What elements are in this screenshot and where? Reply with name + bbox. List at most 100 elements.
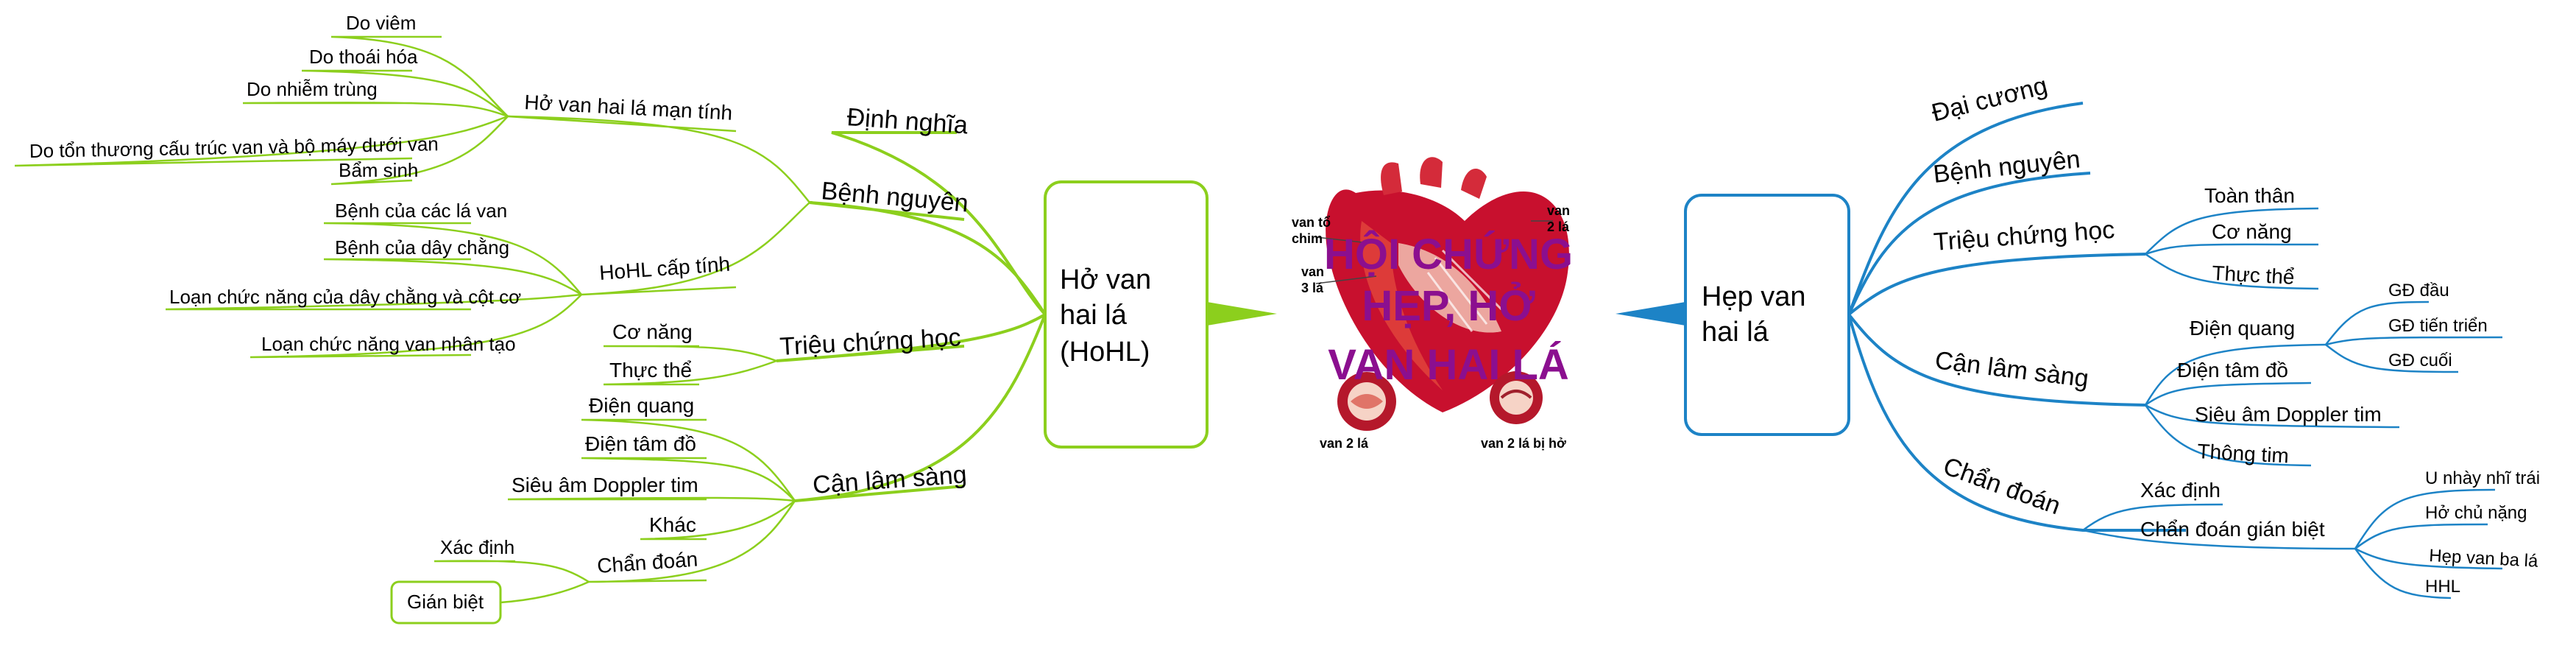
right-thuc-the[interactable]: Thực thể: [2212, 261, 2296, 289]
label-van-2-la-bi-ho: van 2 lá bị hở: [1481, 436, 1566, 451]
leaf-sieu-am-right: [2145, 404, 2400, 429]
right-labels: Đại cương Bệnh nguyên Triệu chứng học Cậ…: [1929, 71, 2540, 597]
heart-chordae: [1426, 249, 1503, 332]
right-co-nang[interactable]: Cơ năng: [2212, 220, 2292, 243]
left-gian-biet-box[interactable]: [390, 580, 502, 625]
branch-dai-cuong: [1847, 102, 2084, 315]
label-van-3-la-2: 3 lá: [1301, 281, 1324, 295]
left-khac[interactable]: Khác: [649, 513, 696, 536]
left-gian-biet[interactable]: Gián biệt: [407, 591, 484, 613]
left-benh-day-chang[interactable]: Bệnh của dây chằng: [335, 236, 509, 259]
right-root-node[interactable]: [1684, 194, 1850, 436]
leaf-gian-biet-left: [500, 580, 590, 604]
leaf-do-ton-thuong: [14, 115, 509, 167]
branch-gian-biet-right: [2082, 529, 2356, 550]
center-heart-image: van tổ chim van 3 lá van 2 lá van 2 lá v…: [1292, 157, 1570, 451]
right-root-line-2: hai lá: [1702, 317, 1769, 348]
valve-two-leaf-left-leaflets: [1351, 394, 1383, 409]
left-bam-sinh[interactable]: Bẩm sinh: [339, 159, 418, 181]
leaf-u-nhay: [2354, 488, 2496, 549]
left-do-viem[interactable]: Do viêm: [346, 12, 416, 34]
right-thong-tim[interactable]: Thông tim: [2197, 440, 2290, 467]
leaf-bam-sinh: [330, 116, 509, 186]
leaf-do-nhiem-trung: [242, 102, 509, 118]
left-trieu-chung[interactable]: Triệu chứng học: [779, 323, 961, 361]
leaf-sieu-am-left: [507, 496, 796, 502]
right-main-branches: [1847, 102, 2186, 532]
leaf-loan-day-chang: [165, 293, 582, 311]
right-dai-cuong[interactable]: Đại cương: [1929, 71, 2050, 127]
heart-highlight: [1360, 221, 1443, 390]
leaf-benh-la-van: [323, 222, 582, 295]
right-sieu-am[interactable]: Siêu âm Doppler tim: [2195, 403, 2382, 426]
leaf-toan-than: [2145, 207, 2319, 255]
left-loan-day-chang[interactable]: Loạn chức năng của dây chằng và cột cơ: [169, 286, 521, 308]
left-root-line-2: hai lá: [1060, 300, 1128, 331]
leaf-xac-dinh-right: [2082, 503, 2223, 532]
center-title-line-1: HỘI CHỨNG: [1324, 231, 1573, 278]
leaf-gd-dau: [2325, 300, 2430, 345]
right-gd-dau[interactable]: GĐ đầu: [2388, 281, 2449, 300]
left-xac-dinh[interactable]: Xác định: [440, 536, 514, 558]
leaf-thong-tim: [2144, 404, 2312, 467]
right-ho-chu[interactable]: Hở chủ nặng: [2425, 503, 2527, 523]
branch-can-lam-sang: [794, 314, 1047, 502]
right-sub-branches: [2082, 207, 2503, 600]
leaf-thuc-the-left: [603, 359, 777, 386]
center-title-line-2: HẸP, HỞ: [1362, 282, 1535, 330]
left-do-nhiem-trung[interactable]: Do nhiễm trùng: [247, 78, 378, 100]
branch-chan-doan-right: [1847, 314, 2186, 532]
branch-trieu-chung-right: [1847, 253, 2146, 316]
leaf-xac-dinh-left: [434, 560, 590, 583]
leaf-do-thoai-hoa: [301, 69, 509, 117]
leaf-thuc-the-right: [2145, 253, 2319, 290]
branch-cap-tinh: [581, 202, 810, 296]
leaf-gd-cuoi: [2325, 344, 2459, 373]
left-co-nang[interactable]: Cơ năng: [612, 320, 693, 343]
left-can-lam-sang[interactable]: Cận lâm sàng: [812, 460, 968, 499]
right-chan-doan-gian-biet[interactable]: Chẩn đoán gián biệt: [2140, 518, 2325, 541]
connector-to-right-root: [1616, 302, 1685, 326]
branch-dinh-nghia: [831, 131, 1047, 316]
left-dinh-nghia[interactable]: Định nghĩa: [846, 103, 969, 139]
right-toan-than[interactable]: Toàn thân: [2204, 184, 2295, 207]
left-cap-tinh[interactable]: HoHL cấp tính: [598, 253, 731, 284]
left-dien-tam-do[interactable]: Điện tâm đồ: [585, 432, 696, 455]
left-root-line-1: Hở van: [1060, 264, 1151, 295]
leaf-co-nang-right: [2145, 243, 2319, 256]
left-do-ton-thuong[interactable]: Do tổn thương cấu trúc van và bộ máy dướ…: [29, 133, 439, 162]
left-chan-doan[interactable]: Chẩn đoán: [596, 548, 698, 577]
right-xac-dinh[interactable]: Xác định: [2140, 479, 2221, 502]
left-benh-la-van[interactable]: Bệnh của các lá van: [335, 200, 507, 222]
branch-dien-quang-right: [2144, 343, 2326, 406]
leaf-ho-chu: [2354, 523, 2488, 550]
leaf-benh-day-chang: [323, 258, 582, 296]
left-sub-branches: [14, 35, 810, 604]
leaf-dien-tam-do-left: [581, 457, 796, 502]
branch-trieu-chung: [776, 313, 1046, 362]
right-u-nhay[interactable]: U nhày nhĩ trái: [2425, 468, 2540, 488]
heart-pointer-2: [1315, 275, 1377, 284]
branch-chan-doan-left: [588, 500, 796, 583]
branch-benh-nguyen: [809, 201, 1047, 316]
right-dien-tam-do[interactable]: Điện tâm đồ: [2177, 359, 2288, 382]
right-gd-tien-trien[interactable]: GĐ tiến triển: [2388, 316, 2488, 336]
left-dien-quang[interactable]: Điện quang: [589, 394, 694, 417]
leaf-do-viem: [330, 35, 509, 117]
right-benh-nguyen[interactable]: Bệnh nguyên: [1932, 145, 2081, 189]
right-chan-doan[interactable]: Chẩn đoán: [1939, 452, 2064, 521]
left-main-branches: [776, 131, 1047, 502]
label-van-2-la-bottom: van 2 lá: [1320, 436, 1369, 451]
left-thuc-the[interactable]: Thực thể: [609, 359, 692, 382]
left-do-thoai-hoa[interactable]: Do thoái hóa: [309, 46, 418, 68]
right-gd-cuoi[interactable]: GĐ cuối: [2388, 351, 2452, 370]
right-hhl[interactable]: HHL: [2425, 577, 2460, 597]
left-labels: Định nghĩa Bệnh nguyên Triệu chứng học C…: [29, 12, 969, 625]
label-van-to-chim-2: chim: [1292, 231, 1323, 246]
leaf-khac: [640, 499, 796, 541]
left-loan-van-nhan-tao[interactable]: Loạn chức năng van nhân tạo: [261, 333, 516, 355]
left-sieu-am[interactable]: Siêu âm Doppler tim: [512, 474, 698, 496]
right-dien-quang[interactable]: Điện quang: [2190, 317, 2295, 340]
right-trieu-chung[interactable]: Triệu chứng học: [1933, 216, 2115, 256]
